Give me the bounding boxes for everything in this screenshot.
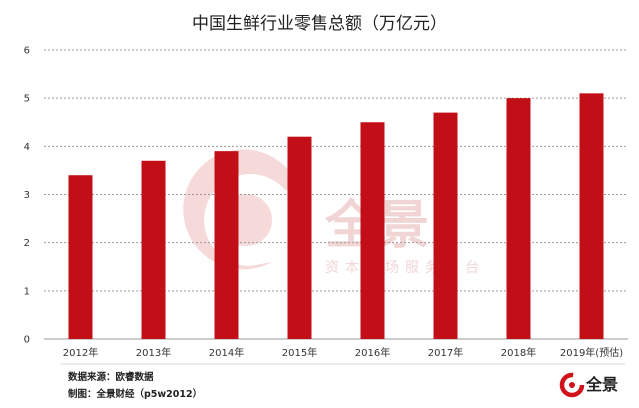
x-tick-label: 2015年: [282, 346, 317, 359]
bar: [141, 160, 166, 339]
bar: [579, 93, 604, 339]
bar: [287, 136, 312, 339]
brand-logo-text: 全景: [585, 375, 618, 394]
bar: [68, 175, 93, 339]
y-tick-label: 1: [24, 286, 30, 297]
chart-credit: 制图：全景财经（p5w2012）: [68, 388, 202, 400]
chart-title: 中国生鲜行业零售总额（万亿元）: [192, 14, 447, 34]
y-tick-label: 0: [24, 335, 30, 346]
x-tick-label: 2017年: [428, 346, 463, 359]
grid-lines: [44, 49, 628, 340]
x-tick-label: 2016年: [355, 346, 390, 359]
y-tick-label: 5: [24, 94, 30, 105]
bar: [506, 98, 531, 340]
bars: [68, 93, 604, 340]
watermark-sub-text: 资本市场服务平台: [325, 259, 485, 276]
brand-logo-dot-icon: [569, 382, 575, 388]
x-tick-label: 2014年: [209, 346, 244, 359]
brand-logo-icon: [559, 372, 585, 398]
x-tick-label: 2019年(预估): [560, 346, 623, 359]
y-tick-label: 4: [24, 142, 30, 153]
y-tick-label: 2: [24, 238, 30, 249]
x-axis-ticks: 2012年 2013年 2014年 2015年 2016年 2017年 2018年 2019年…: [63, 346, 623, 359]
watermark-logo-icon: [183, 149, 300, 270]
bar: [433, 112, 458, 339]
y-axis-ticks: 0 1 2 3 4 5 6: [24, 46, 30, 346]
x-tick-label: 2013年: [136, 346, 171, 359]
y-tick-label: 6: [24, 46, 30, 57]
y-tick-label: 3: [24, 190, 30, 201]
bar: [214, 151, 239, 339]
bar: [360, 122, 385, 339]
x-tick-label: 2012年: [63, 346, 98, 359]
data-source: 数据来源：欧睿数据: [67, 371, 154, 383]
x-tick-label: 2018年: [501, 346, 536, 359]
brand-logo: 全景: [559, 372, 618, 398]
